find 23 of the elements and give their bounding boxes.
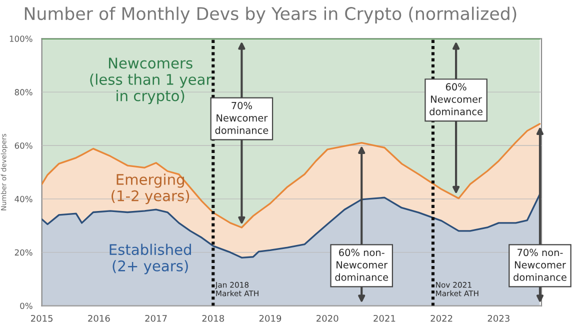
chart-title: Number of Monthly Devs by Years in Crypto (normalized) <box>24 6 516 24</box>
x-tick-label: 2021 <box>374 314 396 322</box>
y-tick-label: 80% <box>14 89 32 96</box>
y-tick-label: 0% <box>20 302 32 310</box>
x-tick-label: 2022 <box>430 314 452 322</box>
series-label: Newcomers (less than 1 year in crypto) <box>90 58 212 104</box>
y-tick-label: 40% <box>14 196 32 202</box>
x-tick-label: 2023 <box>488 314 510 322</box>
annotation: 60% non- Newcomer dominance <box>335 248 388 281</box>
x-tick-label: 2018 <box>202 314 224 322</box>
y-tick-label: 60% <box>14 142 32 149</box>
series-label: Emerging (1-2 years) <box>112 174 190 204</box>
series-label: Established (2+ years) <box>110 244 191 274</box>
annotation: 70% Newcomer dominance <box>215 102 268 134</box>
y-tick-label: 100% <box>10 36 32 42</box>
annotation: 70% non- Newcomer dominance <box>514 248 566 281</box>
x-tick-label: 2019 <box>259 314 282 322</box>
annotation: 60% Newcomer dominance <box>430 83 482 116</box>
y-tick-label: 20% <box>14 249 32 256</box>
x-tick-label: 2015 <box>31 314 53 322</box>
x-tick-label: 2017 <box>145 314 167 322</box>
x-tick-label: 2020 <box>316 314 338 322</box>
x-tick-label: 2016 <box>88 314 110 322</box>
